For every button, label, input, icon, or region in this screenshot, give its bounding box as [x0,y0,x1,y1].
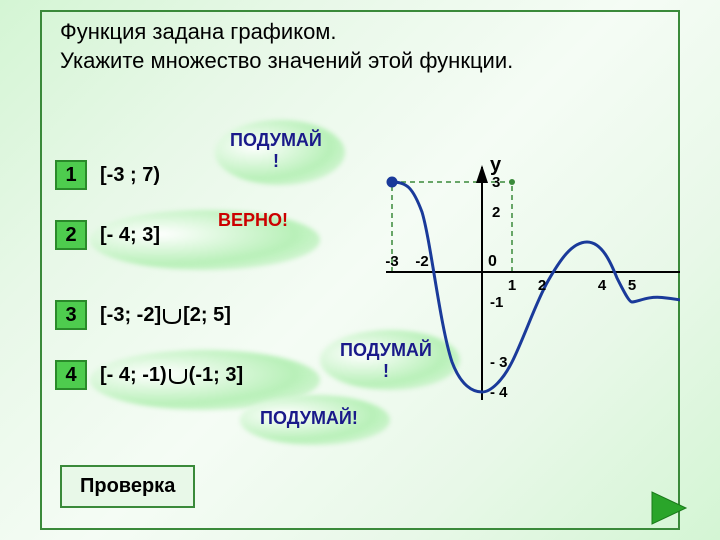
option-text-4: [- 4; -1)(-1; 3] [100,364,243,387]
option-number-2[interactable]: 2 [55,220,87,250]
svg-text:-1: -1 [490,294,503,311]
svg-text:у: у [490,154,502,176]
option-number-3[interactable]: 3 [55,300,87,330]
svg-text:-3: -3 [385,253,398,270]
svg-text:2: 2 [538,277,546,294]
svg-text:- 3: - 3 [490,354,508,371]
question-line-1: Функция задана графиком. [60,19,337,44]
option-text-3: [-3; -2][2; 5] [100,304,231,327]
option-number-1[interactable]: 1 [55,160,87,190]
svg-text:0: 0 [488,253,497,270]
feedback-text: ВЕРНО! [218,210,288,231]
svg-text:-2: -2 [415,253,428,270]
svg-text:3: 3 [492,174,500,191]
option-text-1: [-3 ; 7) [100,164,160,187]
question-text: Функция задана графиком. Укажите множест… [60,18,660,75]
check-button[interactable]: Проверка [60,465,195,508]
feedback-text: ПОДУМАЙ! [260,408,358,429]
svg-text:- 4: - 4 [490,384,508,400]
svg-text:5: 5 [628,277,636,294]
feedback-text: ПОДУМАЙ ! [230,130,322,172]
svg-text:2: 2 [492,204,500,221]
question-line-2: Укажите множество значений этой функции. [60,48,513,73]
svg-text:1: 1 [508,277,516,294]
svg-text:4: 4 [598,277,607,294]
function-graph: ух032-1- 3- 4-3-212457 [310,100,680,400]
option-text-2: [- 4; 3] [100,224,160,247]
next-arrow-icon[interactable] [650,490,690,531]
option-number-4[interactable]: 4 [55,360,87,390]
